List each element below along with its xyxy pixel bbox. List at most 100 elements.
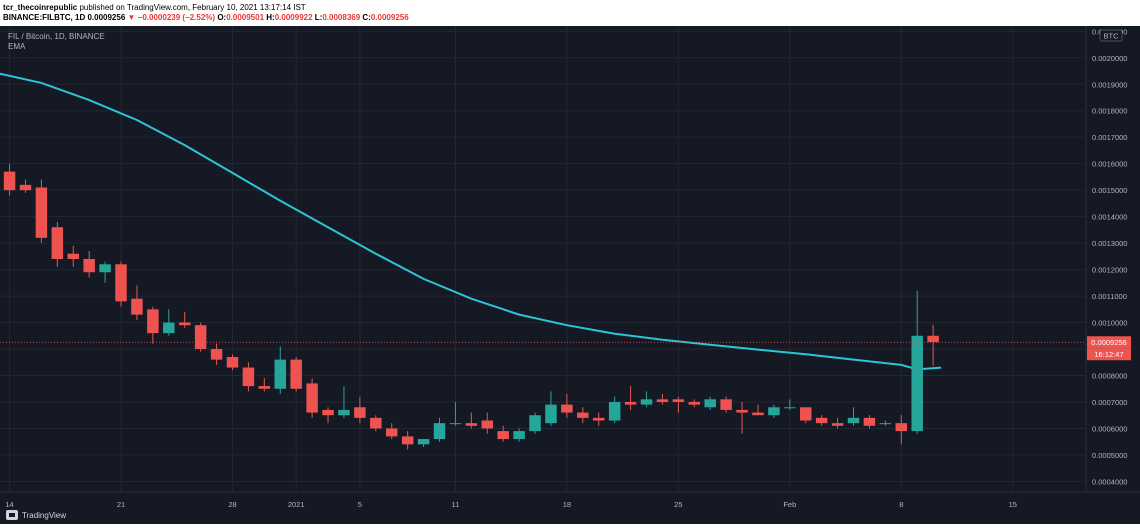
candle-body [736,409,748,413]
candle [800,407,812,424]
grid-lines [0,26,1086,492]
candle-body [35,187,48,238]
candle-body [577,412,589,418]
candle [178,311,191,328]
candle [338,386,350,418]
candle [736,401,748,434]
time-tick-label: 18 [563,500,571,509]
candle-body [513,431,525,440]
close-label: C: [362,13,371,22]
candle-body [815,417,828,424]
candle-body [608,401,621,421]
candle [497,425,509,442]
open-label: O: [217,13,227,22]
price-tick-label: 0.0015000 [1092,186,1127,195]
time-axis: 14 21 28 2021 5 11 18 25 Feb 8 15 [5,500,1017,509]
price-tick-label: 0.0010000 [1092,319,1127,328]
high-label: H: [266,13,275,22]
ema-layer [0,72,942,371]
candle [194,322,207,352]
candle-body [210,349,223,360]
candle-body [640,399,653,405]
price-tick-label: 0.0013000 [1092,239,1127,248]
candle [815,415,828,426]
candle-body [401,436,414,445]
candle-body [465,423,478,426]
candle-body [545,404,557,424]
candle [401,431,414,450]
candle [417,439,430,447]
price-tick-label: 0.0020000 [1092,54,1127,63]
candlestick-chart[interactable]: 0.0004000 0.0005000 0.0006000 0.0007000 0.00… [0,26,1140,524]
candle-body [784,407,796,409]
candle [593,412,605,426]
candle-body [656,399,669,402]
candle-body [258,386,271,389]
chart-area[interactable]: 0.0004000 0.0005000 0.0006000 0.0007000 0.00… [0,26,1140,524]
open-value: 0.0009501 [226,13,265,22]
price-tick-label: 0.0019000 [1092,80,1127,89]
price-tick-label: 0.0004000 [1092,477,1127,486]
candle [561,394,573,418]
candle-body [624,401,637,405]
candle [67,245,79,267]
low-label: L: [314,13,323,22]
candle [720,396,732,413]
low-value: 0.0008369 [322,13,361,22]
tradingview-logo[interactable]: TradingView [6,509,66,521]
candle [99,261,111,283]
down-arrow-icon: ▼ [127,13,136,22]
legend-indicator-ema[interactable]: EMA [8,42,26,51]
candle [545,391,557,426]
candle [624,386,637,410]
candle-body [242,367,255,387]
candle-body [561,404,573,413]
candle [115,261,127,307]
candle [640,391,653,408]
candle [831,417,844,429]
candle [3,163,16,196]
candle [879,420,892,426]
candle-body [911,335,923,432]
countdown-tag-label: 16:12:47 [1094,350,1123,359]
candle-body [338,409,350,416]
candle-body [847,417,860,424]
currency-badge[interactable] [1099,29,1123,42]
candle-body [752,412,764,416]
price-tick-label: 0.0011000 [1092,292,1127,301]
candle [385,423,398,440]
candle-body [417,439,430,445]
candle-body [449,423,462,425]
candle-body [51,227,64,259]
candle [513,428,525,442]
price-tick-label: 0.0008000 [1092,372,1127,381]
candle-body [3,171,16,191]
candle [19,179,32,193]
candle [147,306,159,344]
candle-body [274,359,286,389]
candle [354,396,366,424]
high-value: 0.0009922 [274,13,313,22]
candle [83,251,95,278]
candle [35,179,48,244]
candle [608,396,621,424]
author-name[interactable]: tcr_thecoinrepublic [3,3,78,12]
time-tick-label: 21 [117,500,125,509]
price-tick-label: 0.0017000 [1092,133,1127,142]
candle [911,290,923,434]
time-tick-label: Feb [783,500,796,509]
candle-body [370,417,382,429]
symbol-header: BINANCE:FILBTC, 1D 0.0009256 ▼ −0.000023… [0,12,1140,23]
candle-body [863,417,876,426]
header-last-price: 0.0009256 [87,13,126,22]
last-price-marker: 0.0009256 16:12:47 [0,336,1131,361]
time-tick-label: 2021 [288,500,305,509]
candle-body [290,359,302,389]
candle-body [19,184,32,191]
candle [927,324,939,366]
candle [752,404,764,416]
price-tick-label: 0.0016000 [1092,160,1127,169]
last-price-tag [1087,336,1131,349]
candle [274,346,286,395]
candle [226,354,239,371]
